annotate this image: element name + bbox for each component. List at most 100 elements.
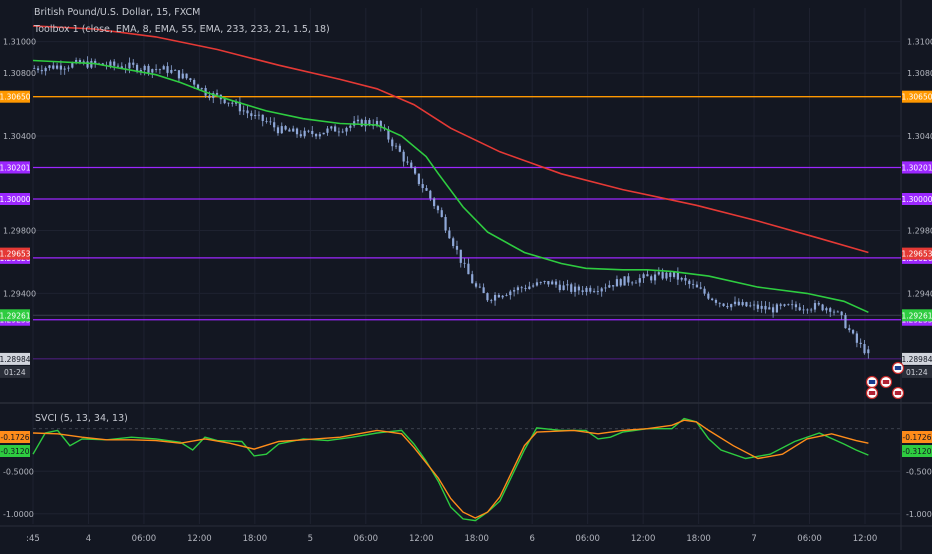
candle[interactable]	[132, 59, 135, 68]
candle[interactable]	[417, 173, 420, 187]
candle[interactable]	[349, 124, 352, 132]
candle[interactable]	[261, 114, 264, 127]
candle[interactable]	[539, 281, 542, 285]
candle[interactable]	[463, 258, 466, 268]
candle[interactable]	[269, 117, 272, 125]
candle[interactable]	[573, 282, 577, 297]
level-tag[interactable]: 1.30000	[901, 193, 932, 205]
candle[interactable]	[608, 280, 611, 289]
oscillator-title[interactable]: SVCI (5, 13, 34, 13)	[35, 413, 128, 424]
candle[interactable]	[650, 274, 653, 284]
candle[interactable]	[231, 100, 234, 107]
candle[interactable]	[733, 296, 737, 307]
candle[interactable]	[813, 300, 817, 313]
candle[interactable]	[452, 236, 455, 249]
candle[interactable]	[844, 312, 847, 329]
candle[interactable]	[288, 127, 291, 132]
candle[interactable]	[589, 285, 592, 294]
price-tag[interactable]: 1.29261	[901, 309, 932, 322]
candle[interactable]	[577, 284, 580, 295]
candle[interactable]	[303, 127, 306, 139]
svci-fast-line[interactable]	[32, 417, 869, 522]
candle[interactable]	[337, 127, 341, 137]
price-tag[interactable]: 1.29653	[901, 247, 932, 260]
candle[interactable]	[794, 301, 798, 311]
candle[interactable]	[771, 303, 775, 318]
candle[interactable]	[688, 279, 691, 289]
candle[interactable]	[848, 324, 851, 333]
candle[interactable]	[581, 285, 584, 296]
candle[interactable]	[63, 66, 66, 75]
candle[interactable]	[749, 301, 752, 308]
candle[interactable]	[760, 300, 763, 313]
candle[interactable]	[627, 273, 630, 286]
candle[interactable]	[246, 105, 249, 119]
price-tag-left[interactable]: 1.29653	[0, 247, 31, 260]
candle[interactable]	[433, 197, 436, 209]
candle[interactable]	[859, 338, 862, 348]
candle[interactable]	[730, 303, 733, 311]
candle[interactable]	[311, 126, 314, 138]
candle[interactable]	[429, 189, 432, 202]
candle[interactable]	[257, 111, 261, 120]
candle[interactable]	[425, 185, 428, 192]
candle[interactable]	[482, 283, 485, 294]
candle[interactable]	[356, 115, 360, 124]
candle[interactable]	[322, 132, 325, 135]
candle[interactable]	[444, 214, 447, 234]
candle[interactable]	[695, 281, 699, 288]
candle[interactable]	[406, 156, 409, 166]
candle[interactable]	[817, 301, 820, 307]
candle[interactable]	[524, 284, 527, 292]
candle[interactable]	[718, 302, 721, 308]
candle[interactable]	[787, 303, 790, 306]
oscillator-value-tag-left[interactable]: -0.1726	[0, 431, 30, 443]
flag-us-icon[interactable]	[891, 386, 905, 400]
candle[interactable]	[36, 65, 40, 73]
candle[interactable]	[551, 279, 554, 285]
candle[interactable]	[851, 329, 855, 335]
candle[interactable]	[181, 68, 184, 80]
candle[interactable]	[326, 126, 329, 136]
candle[interactable]	[459, 249, 462, 268]
ema-55-line[interactable]	[32, 59, 869, 314]
oscillator-value-tag[interactable]: -0.3120	[902, 445, 932, 457]
candle[interactable]	[273, 117, 276, 132]
candle[interactable]	[177, 70, 181, 82]
candle[interactable]	[474, 281, 478, 289]
candle[interactable]	[440, 207, 443, 218]
candle[interactable]	[44, 66, 47, 76]
candle[interactable]	[532, 283, 535, 288]
candle[interactable]	[471, 270, 474, 284]
indicator-title[interactable]: Toolbox 1 (close, EMA, 8, EMA, 55, EMA, …	[34, 24, 330, 35]
candle[interactable]	[783, 303, 786, 307]
candle[interactable]	[638, 274, 641, 287]
candle[interactable]	[665, 270, 668, 281]
candle[interactable]	[554, 279, 558, 288]
candle[interactable]	[345, 126, 348, 136]
candle[interactable]	[840, 311, 843, 320]
candle[interactable]	[509, 289, 512, 300]
candle[interactable]	[600, 287, 603, 297]
candle[interactable]	[307, 129, 310, 133]
candle[interactable]	[341, 128, 344, 134]
candle[interactable]	[558, 280, 561, 293]
candle[interactable]	[497, 293, 500, 298]
candle[interactable]	[528, 281, 531, 290]
candle[interactable]	[596, 285, 599, 295]
candle[interactable]	[280, 122, 283, 135]
candle[interactable]	[387, 126, 390, 143]
level-tag-left[interactable]: 1.30201	[0, 161, 31, 174]
candle[interactable]	[67, 65, 70, 72]
candle[interactable]	[292, 125, 295, 132]
candle[interactable]	[741, 299, 744, 307]
candle[interactable]	[669, 270, 672, 283]
candle[interactable]	[52, 61, 55, 70]
candle[interactable]	[505, 293, 508, 297]
candle[interactable]	[486, 292, 489, 303]
candle[interactable]	[535, 278, 539, 287]
candle[interactable]	[642, 272, 645, 283]
flag-uk-icon[interactable]	[891, 361, 905, 375]
candle[interactable]	[455, 240, 459, 255]
candle[interactable]	[825, 306, 828, 314]
